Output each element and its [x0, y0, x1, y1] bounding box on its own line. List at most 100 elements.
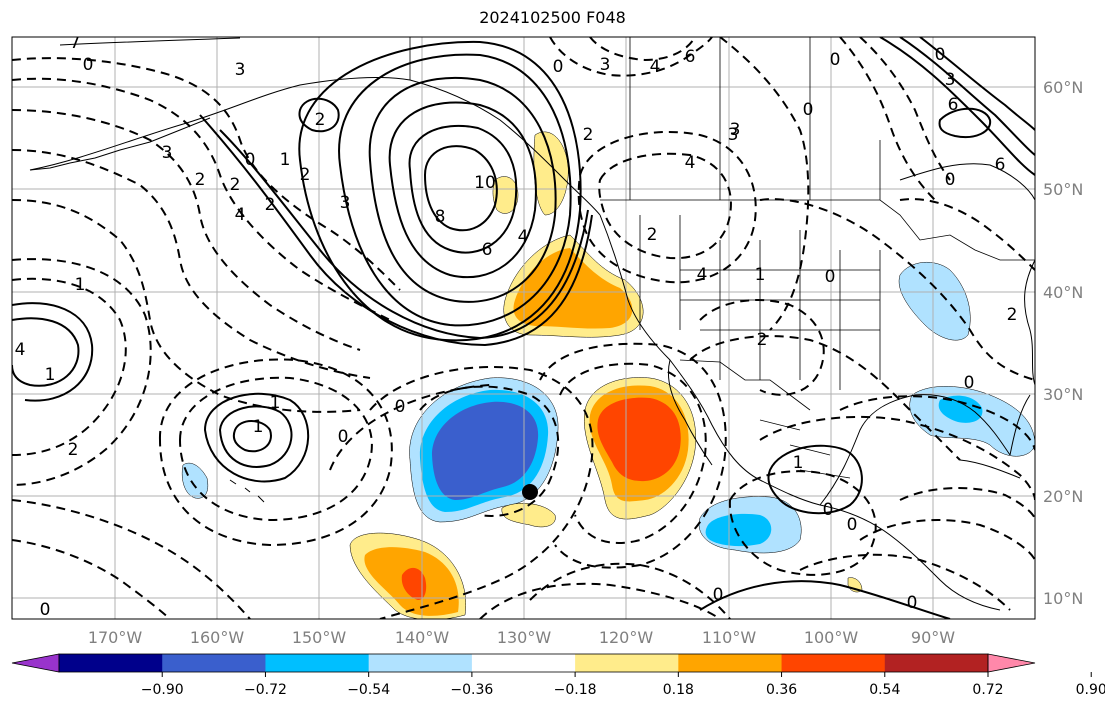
colorbar-tick-label: 0.72 [972, 682, 1003, 698]
contour-label: 2 [647, 225, 658, 245]
contour-dash-north-4 [12, 149, 371, 379]
coast-alaska [29, 77, 601, 216]
solid-contours [12, 37, 1035, 619]
contour-solid-se [699, 580, 951, 619]
contour-label: 2 [265, 195, 276, 215]
colorbar-tick-label: 0.90 [1076, 682, 1105, 698]
contour-label: 1 [75, 275, 86, 295]
colorbar-tick-label: −0.18 [554, 682, 597, 698]
colorbar-tick-label: −0.36 [450, 682, 493, 698]
contour-dash-central-2 [479, 582, 721, 619]
colorbar: −0.90 −0.72 −0.54 −0.36 −0.18 0.18 0.36 0.54 0.7… [11, 653, 1105, 698]
coast-gulf [819, 394, 1011, 506]
contour-label: 2 [583, 125, 594, 145]
contour-dash-central-1 [529, 562, 731, 619]
contour-label: 8 [435, 207, 446, 227]
contour-solid-gulf-2 [408, 124, 518, 254]
colorbar-segment [678, 654, 783, 672]
lat-label: 10°N [1043, 589, 1083, 608]
shade-greatlakes-lightblue [898, 262, 971, 341]
colorbar-tick-label: −0.90 [141, 682, 184, 698]
coast-aleutians [29, 117, 211, 171]
contour-label: 0 [83, 55, 94, 75]
contour-dash-northtop-2 [589, 37, 696, 62]
lat-label: 60°N [1043, 78, 1083, 97]
contour-dash-hawaii-1 [178, 376, 373, 522]
contour-label: 0 [945, 170, 956, 190]
contour-solid-mexico [767, 444, 863, 515]
contour-label: 1 [253, 417, 264, 437]
contour-label: 4 [235, 205, 246, 225]
contour-dash-se-1 [859, 519, 1035, 561]
contour-solid-ne-1 [879, 37, 1035, 176]
contour-label: 0 [553, 57, 564, 77]
contour-solid-west-1 [12, 317, 80, 387]
contour-solid-gulf-8 [199, 114, 593, 347]
coast-florida [1009, 394, 1031, 456]
contour-dash-ne-3 [899, 198, 1035, 271]
latitude-labels: 60°N 50°N 40°N 30°N 20°N 10°N [1043, 78, 1083, 608]
contour-label: 4 [15, 340, 26, 360]
contour-label: 6 [482, 240, 493, 260]
lat-label: 30°N [1043, 385, 1083, 404]
colorbar-segment [265, 654, 370, 672]
contour-label: 0 [823, 500, 834, 520]
contour-label: 0 [830, 50, 841, 70]
shade-pacific-blue [432, 401, 539, 500]
contour-label: 2 [68, 440, 79, 460]
contour-dash-west-2 [12, 258, 152, 486]
contour-solid-gulf-inner [423, 145, 498, 232]
contour-solid-ne-2 [899, 37, 1035, 156]
contour-dash-mexico-2 [799, 553, 1011, 611]
borders [409, 37, 1035, 479]
contour-label: 0 [338, 427, 349, 447]
colorbar-segment [884, 654, 989, 672]
border-us-canada [600, 199, 1035, 261]
contour-solid-gulf-4 [368, 76, 557, 303]
lon-label: 130°W [497, 628, 552, 647]
contour-dash-north-2 [12, 77, 391, 321]
contour-dash-northtop-1 [549, 37, 713, 77]
colorbar-segment [575, 654, 679, 672]
contour-dash-baja-1 [559, 362, 707, 544]
coast-east [1024, 259, 1035, 386]
map-frame [11, 36, 1036, 620]
contour-label: 3 [945, 70, 956, 90]
contour-label: 1 [45, 365, 56, 385]
contour-dash-gulf-2 [759, 415, 1035, 501]
contour-label: 2 [300, 165, 311, 185]
colorbar-tick-label: 0.36 [766, 682, 797, 698]
map-title: 2024102500 F048 [479, 8, 626, 27]
lat-label: 40°N [1043, 283, 1083, 302]
colorbar-segment [162, 654, 266, 672]
colorbar-extend-min [11, 653, 60, 673]
colorbar-extend-max [987, 653, 1036, 673]
contour-dash-pacific-3 [329, 384, 491, 471]
contours [12, 37, 1035, 619]
contour-label: 10 [474, 173, 496, 193]
coast-cuba [959, 459, 1021, 479]
contour-dash-west-1 [12, 277, 127, 456]
contour-solid-ne-3 [919, 37, 1035, 131]
lon-label: 120°W [599, 628, 654, 647]
lon-label: 90°W [911, 628, 955, 647]
coast-alaska-north [59, 37, 241, 46]
mexico-states [759, 419, 851, 479]
contour-dash-pacific-2 [369, 365, 594, 619]
contour-dash-north-5 [12, 199, 361, 413]
contour-label: 6 [995, 155, 1006, 175]
contour-label: 0 [907, 593, 918, 613]
contour-label: 4 [650, 57, 661, 77]
shade-gulf-cyan [938, 395, 983, 423]
contour-label: 1 [793, 453, 804, 473]
colorbar-outline [58, 653, 989, 673]
contour-label: 2 [757, 330, 768, 350]
lon-label: 100°W [804, 628, 859, 647]
coast-hudson [899, 163, 1035, 201]
shade-mexico-cyan [705, 513, 772, 547]
dashed-contours [12, 37, 1035, 619]
contour-label: 0 [825, 267, 836, 287]
lon-label: 170°W [88, 628, 143, 647]
